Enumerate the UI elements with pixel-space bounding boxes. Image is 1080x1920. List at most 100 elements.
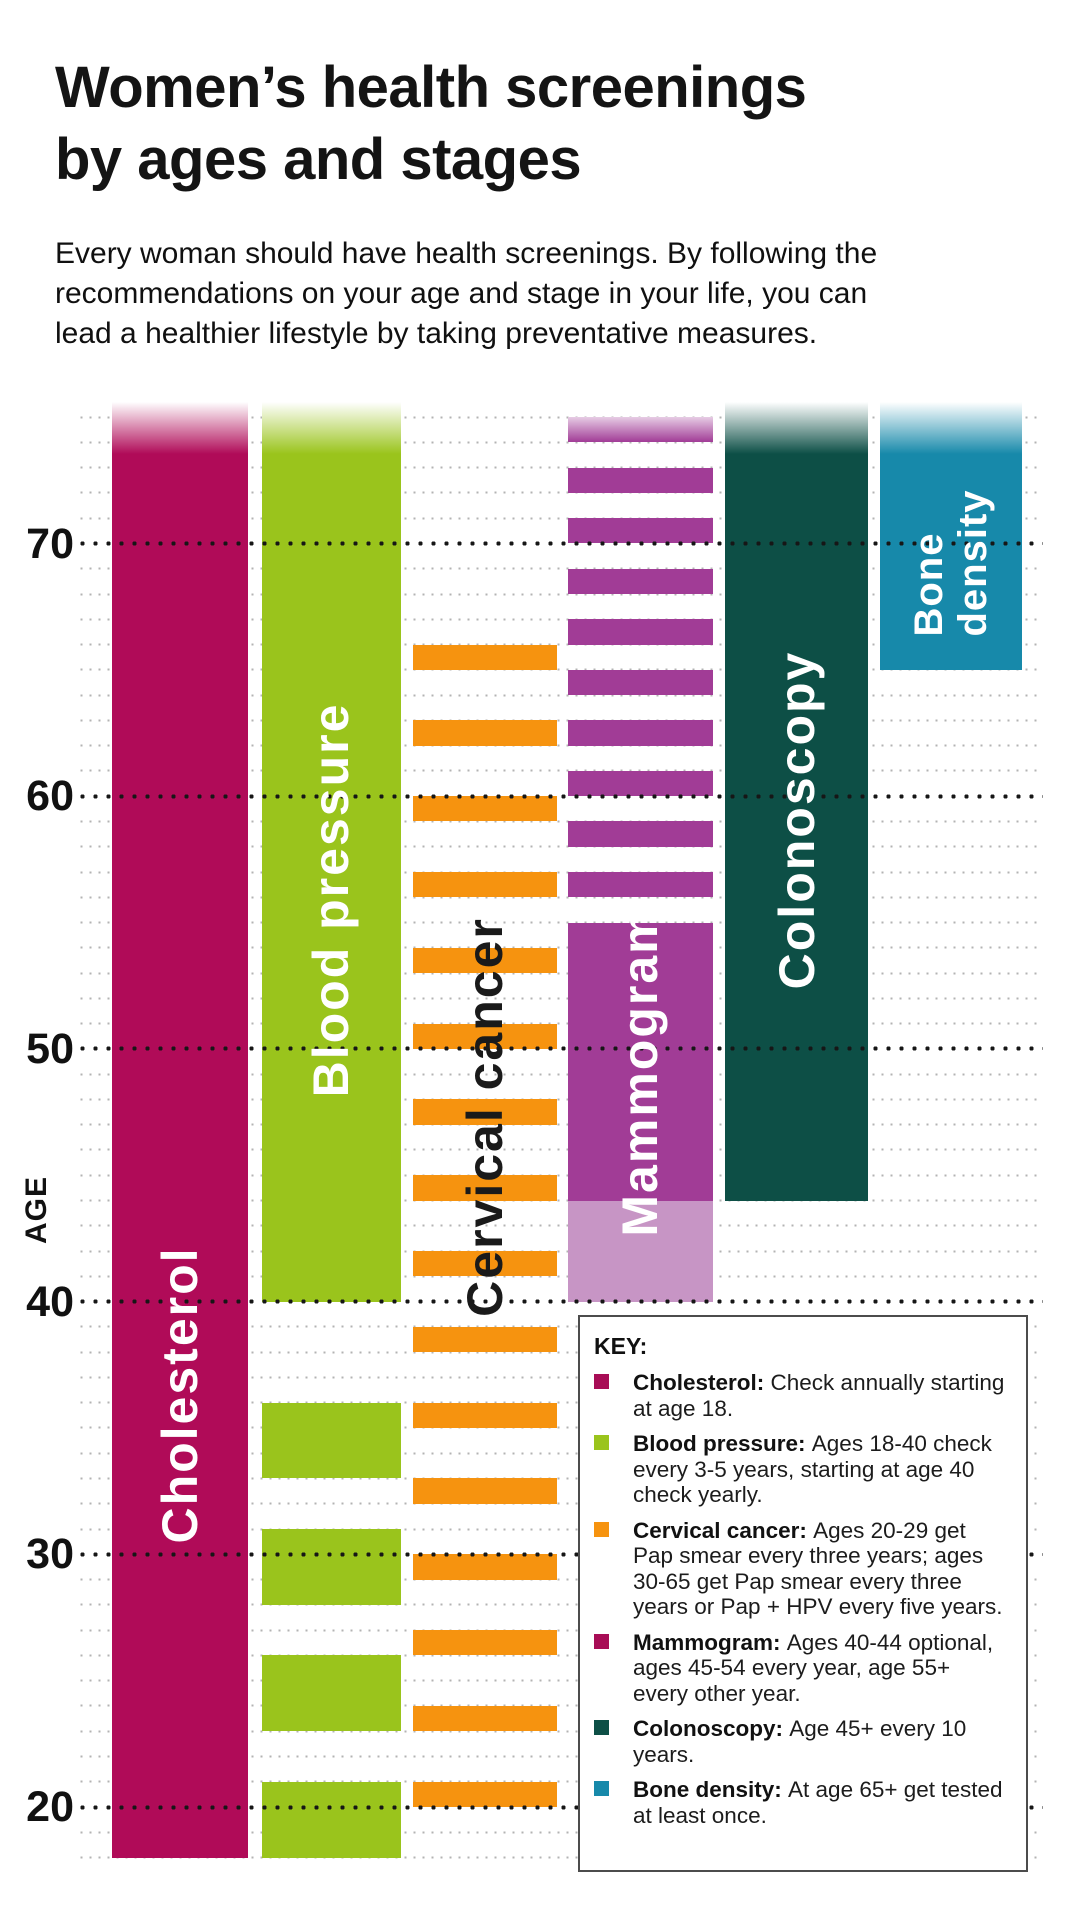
cervical-cancer-bar-segment (413, 947, 557, 974)
bone-density-bar-label: Bone density (907, 489, 995, 637)
minor-gridline-age-59 (80, 819, 1043, 823)
minor-gridline-age-47 (80, 1123, 1043, 1127)
cervical-cancer--key-square-icon (594, 1521, 609, 1537)
mammogram-bar-segment (568, 821, 713, 847)
minor-gridline-age-39 (80, 1325, 1043, 1329)
age-tick-30: 30 (26, 1530, 74, 1579)
minor-gridline-age-73 (80, 466, 1043, 470)
minor-gridline-age-69 (80, 567, 1043, 571)
minor-gridline-age-75 (80, 415, 1043, 419)
key-entry-cervical-cancer-: Cervical cancer: Ages 20-29 get Pap smea… (594, 1518, 1010, 1620)
minor-gridline-age-48 (80, 1097, 1043, 1101)
key-title: KEY: (594, 1333, 648, 1359)
key-entry-description: Ages 18-40 check every 3-5 years, starti… (633, 1431, 992, 1507)
minor-gridline-age-63 (80, 718, 1043, 722)
cervical-cancer-bar-segment (413, 1023, 557, 1049)
key-entry-bone-density-: Bone density: At age 65+ get tested at l… (594, 1777, 1010, 1828)
blood-pressure-bar-segment (262, 1655, 401, 1732)
mammogram-bar-segment (568, 669, 713, 696)
mammogram-bar-segment (568, 467, 713, 493)
minor-gridline-age-34 (80, 1451, 1043, 1455)
minor-gridline-age-38 (80, 1350, 1043, 1354)
cervical-cancer-bar-segment (413, 1099, 557, 1125)
cervical-cancer-bar-segment (413, 796, 557, 822)
minor-gridline-age-68 (80, 592, 1043, 596)
mammogram-bar-segment (568, 568, 713, 595)
key-entry-name: Colonoscopy: (633, 1716, 790, 1741)
page-title-line2: by ages and stages (55, 127, 582, 192)
minor-gridline-age-26 (80, 1653, 1043, 1657)
bone-density--key-square-icon (594, 1781, 609, 1796)
minor-gridline-age-53 (80, 971, 1043, 975)
cholesterol--key-square-icon (594, 1374, 609, 1389)
page-title: Women’s health screenings by ages and st… (55, 52, 807, 196)
minor-gridline-age-31 (80, 1527, 1043, 1531)
subtitle-line1: Every woman should have health screening… (55, 237, 878, 270)
minor-gridline-age-65 (80, 668, 1043, 672)
cervical-cancer-bar-segment (413, 1478, 557, 1504)
colonoscopy-bar-label: Colonoscopy (769, 650, 825, 990)
minor-gridline-age-49 (80, 1072, 1043, 1076)
minor-gridline-age-54 (80, 946, 1043, 950)
key-legend-box: KEY: Cholesterol: Check annually startin… (578, 1315, 1028, 1872)
age-tick-40: 40 (26, 1277, 74, 1326)
age-tick-60: 60 (26, 772, 74, 821)
major-gridline-age-20 (80, 1804, 1043, 1810)
blood-pressure-bar-segment (262, 1402, 401, 1479)
blood-pressure-bar-label: Blood pressure (303, 702, 359, 1098)
blood-pressure-bar-segment (262, 401, 401, 1302)
key-entry-colonoscopy-: Colonoscopy: Age 45+ every 10 years. (594, 1716, 1010, 1767)
minor-gridline-age-25 (80, 1679, 1043, 1683)
minor-gridline-age-74 (80, 440, 1043, 444)
minor-gridline-age-61 (80, 769, 1043, 773)
minor-gridline-age-57 (80, 870, 1043, 874)
minor-gridline-age-37 (80, 1375, 1043, 1379)
minor-gridline-age-22 (80, 1754, 1043, 1758)
cholesterol-bar-segment (112, 401, 248, 1858)
page-subtitle: Every woman should have health screening… (55, 234, 877, 354)
cervical-cancer-bar-segment (413, 1554, 557, 1580)
minor-gridline-age-51 (80, 1022, 1043, 1026)
age-axis-label: AGE (20, 1175, 53, 1245)
key-entry-name: Cervical cancer: (633, 1517, 814, 1543)
mammogram-bar-segment (568, 770, 713, 797)
major-gridline-age-50 (80, 1046, 1043, 1052)
minor-gridline-age-41 (80, 1274, 1043, 1278)
mammogram-bar-segment (568, 619, 713, 645)
blood-pressure--key-square-icon (594, 1435, 609, 1450)
key-entries: Cholesterol: Check annually starting at … (594, 1370, 1010, 1828)
minor-gridline-age-58 (80, 845, 1043, 849)
page-title-line1: Women’s health screenings (55, 55, 807, 120)
minor-gridline-age-18 (80, 1856, 1043, 1860)
minor-gridline-age-35 (80, 1426, 1043, 1430)
key-entry-description: Check annually starting at age 18. (633, 1370, 1005, 1421)
cervical-cancer-bar-segment (413, 644, 557, 670)
colonoscopy-bar-segment (725, 401, 868, 1201)
subtitle-line2: recommendations on your age and stage in… (55, 277, 868, 310)
minor-gridline-age-46 (80, 1148, 1043, 1152)
key-entry-cholesterol-: Cholesterol: Check annually starting at … (594, 1370, 1010, 1421)
minor-gridline-age-67 (80, 617, 1043, 621)
cervical-cancer-bar-segment (413, 1175, 557, 1201)
major-gridline-age-40 (80, 1299, 1043, 1305)
minor-gridline-age-55 (80, 921, 1043, 925)
key-entry-name: Mammogram: (633, 1629, 787, 1655)
minor-gridline-age-28 (80, 1603, 1043, 1607)
key-entry-description: Age 45+ every 10 years. (633, 1716, 967, 1767)
cervical-cancer-bar-segment (413, 1630, 557, 1656)
minor-gridline-age-43 (80, 1224, 1043, 1228)
age-tick-70: 70 (26, 519, 74, 568)
mammogram-bar-segment (568, 417, 713, 443)
colonoscopy--key-square-icon (594, 1720, 609, 1735)
cervical-cancer-bar-segment (413, 1705, 557, 1732)
minor-gridline-age-24 (80, 1704, 1043, 1708)
blood-pressure-bar-segment (262, 1529, 401, 1605)
mammogram-bar-segment (568, 720, 713, 746)
minor-gridline-age-56 (80, 895, 1043, 899)
cervical-cancer-bar-segment (413, 720, 557, 746)
key-entry-blood-pressure-: Blood pressure: Ages 18-40 check every 3… (594, 1431, 1010, 1508)
minor-gridline-age-71 (80, 516, 1043, 520)
key-entry-name: Bone density: (633, 1777, 789, 1802)
minor-gridline-age-29 (80, 1578, 1043, 1582)
